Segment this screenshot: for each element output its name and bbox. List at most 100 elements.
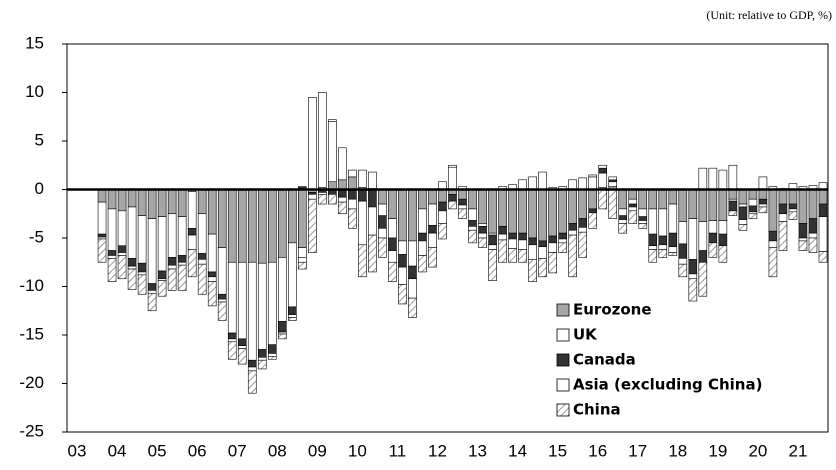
bar-segment [137,262,147,273]
bar-segment [217,298,227,303]
bar-segment [678,189,688,222]
bar-segment [187,191,197,229]
bar-segment [518,189,527,234]
bar-segment [117,245,127,253]
bar-segment [448,164,457,168]
bar-segment [578,177,587,190]
bar-segment [588,176,597,190]
bar-segment [538,258,547,278]
x-tick-label: 13 [468,441,487,460]
bar-segment [117,210,127,247]
bar-segment [217,293,227,300]
bar-segment [498,239,507,263]
bar-segment [718,189,728,221]
bar-segment [398,189,407,242]
bar-segment [498,226,507,235]
bar-segment [598,164,608,169]
bar-segment [468,229,477,244]
bar-segment [578,218,587,228]
bar-segment [718,245,728,263]
bar-segment [277,321,287,333]
bar-segment [267,261,277,345]
bar-segment [788,189,798,205]
bar-segment [237,189,247,263]
bar-segment [808,218,818,234]
bar-segment [368,206,377,236]
bar-segment [818,216,828,252]
bar-segment [157,280,167,297]
y-tick-label: -5 [29,227,44,246]
bar-segment [708,242,718,258]
bar-segment [598,172,608,188]
bar-segment [298,247,307,258]
bar-segment [678,243,688,259]
legend-swatch [556,378,570,392]
bar-segment [798,237,808,242]
bar-segment [227,338,237,343]
x-tick-label: 21 [788,441,807,460]
bar-segment [378,189,387,205]
bar-segment [768,189,778,232]
bar-segment [728,200,738,212]
bar-segment [237,345,247,349]
bar-segment [247,370,257,394]
bar-segment [518,232,527,241]
x-tick-label: 07 [228,441,247,460]
bar-segment [247,189,257,263]
bar-segment [428,189,437,205]
bar-segment [628,189,638,200]
bar-segment [578,189,587,219]
bar-segment [688,278,698,302]
bar-segment [618,219,628,224]
bar-segment [97,189,107,203]
bar-segment [698,250,708,263]
bar-segment [348,208,357,229]
bar-segment [748,205,758,213]
bar-segment [648,208,658,235]
x-tick-label: 09 [308,441,327,460]
subtitle: (Unit: relative to GDP, %) [706,8,832,22]
bar-segment [568,223,577,231]
bar-segment [328,121,337,183]
bar-segment [207,189,217,235]
bar-segment [678,263,688,278]
bar-segment [97,238,107,263]
bar-segment [628,198,638,205]
bar-segment [308,194,317,200]
bar-segment [658,244,668,250]
bar-segment [378,203,387,216]
bar-segment [418,255,427,273]
bar-segment [227,189,237,263]
bar-segment [197,263,207,295]
bar-segment [638,208,648,217]
bar-segment [788,203,798,210]
bar-segment [418,232,427,242]
bar-segment [808,189,818,219]
bar-segment [247,261,257,361]
bar-segment [107,208,117,251]
bar-segment [738,203,748,208]
bar-segment [738,224,748,231]
bar-segment [267,353,277,357]
y-tick-label: -15 [19,324,44,343]
bar-segment [398,254,407,268]
bar-segment [718,220,728,235]
bar-segment [257,359,267,370]
x-tick-label: 20 [748,441,767,460]
bar-segment [167,213,177,258]
bar-segment [498,233,507,241]
bar-segment [768,240,778,249]
bar-segment [147,218,157,284]
y-tick-label: -10 [19,276,44,295]
plot-frame [66,43,829,433]
bar-segment [187,234,197,250]
bar-segment [167,189,177,215]
bar-segment [578,231,587,258]
x-tick-label: 18 [668,441,687,460]
bar-segment [368,234,377,273]
bar-segment [508,232,517,240]
bar-segment [177,216,187,256]
bar-segment [808,232,818,239]
bar-segment [308,97,317,190]
bar-segment [237,338,247,346]
